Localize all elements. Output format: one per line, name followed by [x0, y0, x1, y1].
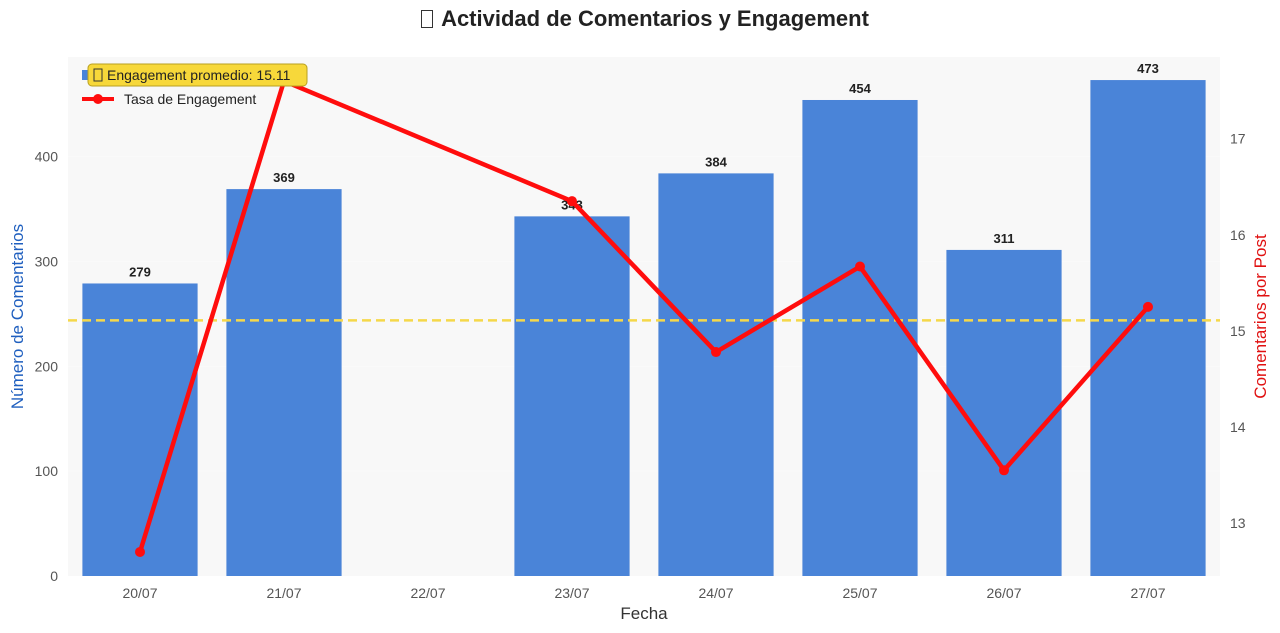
- x-tick-label: 27/07: [1130, 585, 1165, 601]
- x-tick-label: 22/07: [410, 585, 445, 601]
- bar: [226, 189, 342, 577]
- bar: [514, 216, 630, 576]
- y-axis-title: Número de Comentarios: [8, 224, 27, 409]
- bar-value-label: 311: [994, 231, 1015, 246]
- engagement-point: [711, 347, 721, 358]
- y2-tick-label: 16: [1230, 227, 1246, 243]
- average-annotation-text: Engagement promedio: 15.11: [107, 67, 291, 83]
- y2-tick-label: 13: [1230, 515, 1246, 531]
- x-tick-label: 20/07: [122, 585, 157, 601]
- average-annotation: Engagement promedio: 15.11: [87, 63, 308, 87]
- bar-value-label: 473: [1137, 61, 1159, 76]
- y-tick-label: 400: [35, 149, 59, 165]
- engagement-point: [1143, 301, 1153, 312]
- bar-value-label: 369: [273, 170, 295, 185]
- y2-axis-title: Comentarios por Post: [1251, 234, 1270, 399]
- chart-emoji-icon: [421, 10, 434, 28]
- engagement-point: [855, 261, 865, 272]
- y-tick-label: 300: [35, 253, 59, 269]
- engagement-point: [999, 465, 1009, 476]
- x-axis-title: Fecha: [620, 604, 668, 623]
- legend-line-marker: [93, 94, 103, 104]
- y-tick-label: 200: [35, 358, 59, 374]
- chart-title-text: Actividad de Comentarios y Engagement: [441, 6, 869, 31]
- y2-tick-label: 17: [1230, 131, 1246, 147]
- bar-value-label: 384: [705, 154, 727, 169]
- y2-tick-label: 14: [1230, 419, 1246, 435]
- x-tick-label: 23/07: [554, 585, 589, 601]
- bar: [1090, 80, 1206, 577]
- x-tick-label: 21/07: [266, 585, 301, 601]
- x-tick-label: 26/07: [986, 585, 1021, 601]
- y-tick-label: 100: [35, 463, 59, 479]
- x-tick-label: 24/07: [698, 585, 733, 601]
- y2-tick-label: 15: [1230, 323, 1246, 339]
- x-tick-label: 25/07: [842, 585, 877, 601]
- average-annotation-box: [87, 63, 308, 87]
- engagement-point: [567, 196, 577, 207]
- engagement-point: [135, 546, 145, 557]
- legend-line-label: Tasa de Engagement: [124, 91, 256, 107]
- y-tick-label: 0: [50, 568, 58, 584]
- bar: [802, 99, 918, 576]
- bar-value-label: 454: [849, 81, 871, 96]
- bar: [658, 173, 774, 576]
- bar-value-label: 279: [129, 264, 151, 279]
- bulb-emoji-icon: [93, 68, 103, 82]
- bar: [82, 283, 198, 576]
- chart-title: Actividad de Comentarios y Engagement: [0, 6, 1280, 32]
